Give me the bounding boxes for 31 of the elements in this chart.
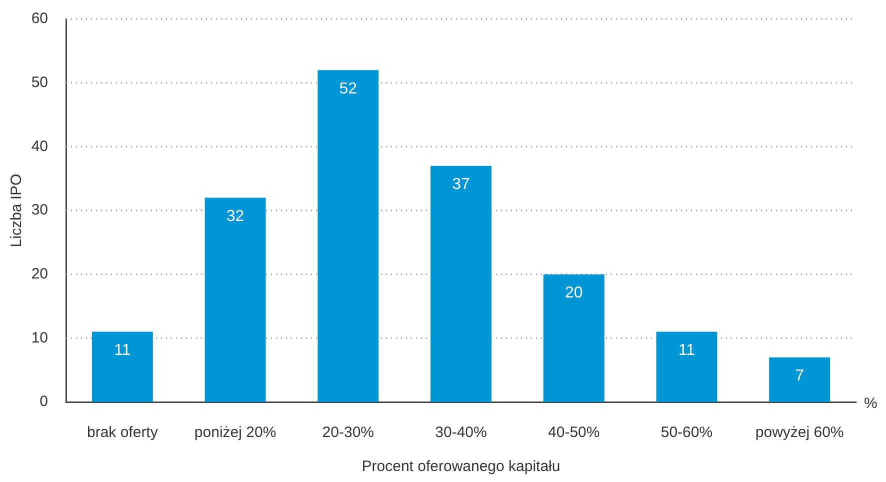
bar (92, 332, 153, 402)
data-label: 7 (795, 368, 804, 385)
y-tick-label: 10 (31, 329, 48, 346)
y-tick-label: 30 (31, 202, 48, 219)
bar (769, 357, 830, 402)
y-tick-label: 60 (31, 10, 48, 28)
y-tick-label: 50 (31, 74, 48, 91)
x-tick-label: brak oferty (86, 424, 158, 442)
x-tick-label: 30-40% (435, 424, 487, 442)
bar (543, 274, 604, 402)
bar (318, 70, 379, 402)
x-tick-label: 50-60% (660, 424, 713, 442)
data-label: 20 (564, 284, 583, 302)
y-tick-label: 0 (40, 393, 48, 410)
data-label: 11 (678, 342, 696, 360)
data-label: 32 (226, 208, 244, 226)
x-tick-label: poniżej 20% (194, 424, 276, 442)
x-axis-title: Procent oferowanego kapitału (362, 458, 560, 476)
data-label: 52 (339, 80, 358, 98)
bar (204, 198, 266, 402)
bar (656, 332, 718, 402)
x-tick-label: 40-50% (548, 424, 600, 442)
data-label: 37 (452, 176, 470, 194)
data-label: 11 (114, 342, 131, 360)
bar (430, 166, 492, 402)
x-tick-label: powyżej 60% (755, 424, 844, 442)
text: % (864, 395, 878, 412)
y-tick-label: 40 (31, 138, 48, 155)
x-tick-label: 20-30% (322, 424, 374, 442)
y-tick-label: 20 (31, 265, 48, 282)
y-axis-title: Liczba IPO (8, 174, 26, 248)
